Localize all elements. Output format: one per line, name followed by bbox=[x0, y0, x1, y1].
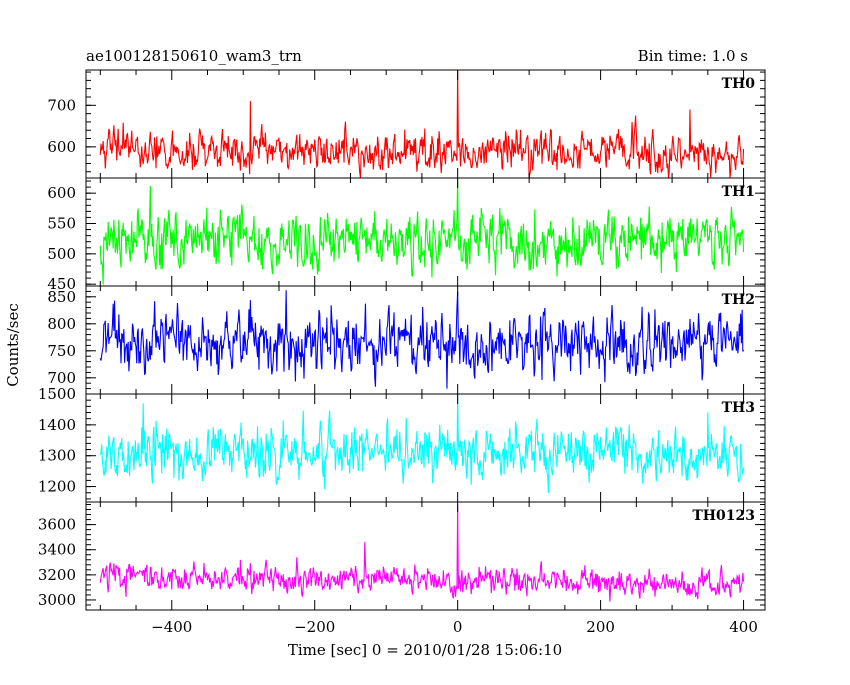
x-tick-label: 200 bbox=[586, 618, 615, 636]
x-tick-label: −200 bbox=[294, 618, 335, 636]
series-line-th0123 bbox=[99, 504, 745, 602]
y-tick-label-th3: 1300 bbox=[38, 447, 76, 465]
chart-title: ae100128150610_wam3_trn bbox=[86, 47, 302, 65]
series-line-th3 bbox=[99, 393, 745, 493]
y-tick-label-th0123: 3200 bbox=[38, 566, 76, 584]
bin-time-label: Bin time: 1.0 s bbox=[638, 47, 748, 65]
y-tick-label-th3: 1400 bbox=[38, 416, 76, 434]
y-tick-label-th1: 550 bbox=[47, 215, 76, 233]
y-tick-label-th1: 600 bbox=[47, 184, 76, 202]
y-tick-label-th2: 850 bbox=[47, 288, 76, 306]
panel-label-th2: TH2 bbox=[722, 292, 755, 308]
x-tick-label: 0 bbox=[453, 618, 463, 636]
y-tick-label-th2: 800 bbox=[47, 315, 76, 333]
y-tick-label-th0123: 3600 bbox=[38, 516, 76, 534]
y-tick-label-th0: 700 bbox=[47, 96, 76, 114]
y-axis-label: Counts/sec bbox=[4, 303, 22, 387]
series-line-th0 bbox=[99, 69, 745, 179]
y-tick-label-th2: 750 bbox=[47, 342, 76, 360]
y-tick-label-th0123: 3000 bbox=[38, 591, 76, 609]
x-axis-label: Time [sec] 0 = 2010/01/28 15:06:10 bbox=[288, 641, 562, 659]
panel-label-th0123: TH0123 bbox=[692, 508, 755, 524]
panel-label-th0: TH0 bbox=[722, 76, 756, 92]
y-tick-label-th1: 450 bbox=[47, 275, 76, 293]
panel-frame-th0123 bbox=[85, 501, 766, 611]
panel-label-th1: TH1 bbox=[722, 184, 755, 200]
y-tick-label-th1: 500 bbox=[47, 245, 76, 263]
series-line-th2 bbox=[99, 290, 745, 389]
y-tick-label-th0: 600 bbox=[47, 138, 76, 156]
y-tick-label-th3: 1200 bbox=[38, 478, 76, 496]
x-tick-label: −400 bbox=[151, 618, 192, 636]
y-tick-label-th3: 1500 bbox=[38, 385, 76, 403]
series-line-th1 bbox=[99, 177, 745, 285]
x-tick-label: 400 bbox=[729, 618, 758, 636]
panel-label-th3: TH3 bbox=[722, 400, 755, 416]
y-tick-label-th0123: 3400 bbox=[38, 541, 76, 559]
panels-group: TH0 600 700 TH1 450 500 550 600 TH2 700 750 800 850 T… bbox=[38, 69, 766, 636]
y-tick-label-th2: 700 bbox=[47, 369, 76, 387]
